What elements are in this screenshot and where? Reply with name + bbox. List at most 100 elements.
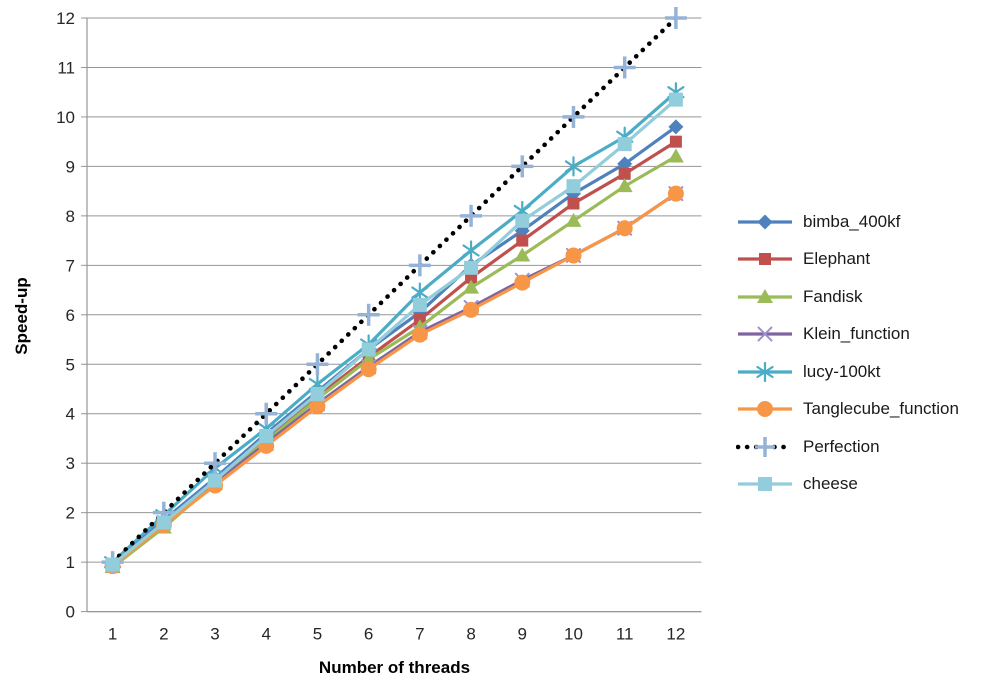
data-point-marker (255, 402, 278, 425)
y-tick-label: 6 (66, 306, 75, 325)
legend-item-Klein_function: Klein_function (736, 316, 959, 354)
legend-marker-bigsquare-icon (738, 477, 792, 492)
data-point-marker (617, 137, 632, 152)
y-tick-label: 5 (66, 355, 75, 374)
y-tick-label: 12 (56, 9, 75, 28)
gridlines (87, 17, 702, 613)
x-tick-label: 8 (466, 625, 475, 644)
legend-label: Perfection (803, 436, 880, 456)
data-point-marker (565, 212, 582, 227)
legend-label: Klein_function (803, 324, 910, 344)
x-tick-label: 2 (159, 625, 168, 644)
legend-marker-plus-icon (736, 436, 794, 457)
series-Tanglecube_function (104, 185, 684, 575)
data-point-marker (408, 254, 431, 277)
legend-item-cheese: cheese (736, 466, 959, 504)
data-point-marker (361, 342, 376, 357)
legend-label: cheese (803, 474, 858, 494)
x-tick-label: 12 (666, 625, 685, 644)
y-tick-label: 11 (57, 58, 75, 77)
data-point-marker (105, 557, 120, 572)
data-point-marker (516, 234, 529, 247)
legend-marker-glyph (757, 214, 773, 230)
x-axis-title: Number of threads (318, 658, 471, 677)
data-point-marker (309, 398, 326, 415)
legend-item-Perfection: Perfection (736, 428, 959, 466)
legend-item-Tanglecube_function: Tanglecube_function (736, 391, 959, 429)
series-cheese (105, 92, 683, 572)
y-tick-label: 1 (66, 553, 75, 572)
legend-marker-triangle-icon (738, 288, 792, 303)
data-point-marker (613, 56, 636, 79)
legend-item-Fandisk: Fandisk (736, 278, 959, 316)
x-tick-label: 1 (108, 625, 117, 644)
legend-item-bimba_400kf: bimba_400kf (736, 203, 959, 241)
legend-marker-glyph (756, 361, 774, 382)
series-line (110, 15, 679, 565)
y-tick-label: 8 (66, 207, 75, 226)
y-tick-label: 9 (66, 157, 75, 176)
data-point-marker (669, 135, 682, 148)
y-axis-title: Speed-up (12, 277, 31, 355)
legend-marker-glyph (755, 436, 775, 457)
series-line (111, 192, 677, 568)
data-point-marker (208, 473, 223, 488)
data-point-marker (310, 386, 325, 401)
legend: bimba_400kf Elephant Fandisk Klein_function… (736, 203, 959, 503)
data-point-marker (617, 156, 633, 172)
data-point-marker (515, 213, 530, 228)
data-point-marker (616, 220, 633, 237)
data-point-marker (412, 297, 427, 312)
data-point-marker (616, 178, 633, 193)
data-point-marker (618, 167, 631, 180)
data-point-marker (259, 428, 274, 443)
x-tick-label: 3 (210, 625, 219, 644)
legend-label: Tanglecube_function (803, 399, 959, 419)
data-point-marker (460, 204, 483, 227)
legend-marker-glyph (757, 288, 773, 303)
legend-label: Elephant (803, 249, 871, 269)
legend-marker-glyph (759, 253, 771, 266)
data-point-marker (564, 156, 583, 177)
data-point-marker (566, 179, 581, 194)
x-tick-label: 9 (518, 625, 527, 644)
data-point-marker (567, 197, 580, 210)
data-point-marker (667, 185, 684, 202)
series-line (111, 155, 677, 569)
y-tick-label: 4 (66, 405, 75, 424)
legend-marker-glyph (758, 477, 772, 492)
legend-marker-asterisk-icon (738, 361, 792, 382)
x-tick-label: 7 (415, 625, 424, 644)
y-tick-label: 7 (66, 256, 75, 275)
data-point-marker (667, 148, 684, 163)
y-tick-label: 0 (66, 603, 75, 622)
legend-label: lucy-100kt (803, 361, 881, 381)
data-point-marker (514, 247, 531, 262)
data-point-marker (306, 353, 329, 376)
legend-item-Elephant: Elephant (736, 241, 959, 279)
y-tick-label: 3 (66, 454, 75, 473)
legend-marker-x-icon (738, 326, 792, 342)
legend-item-lucy-100kt: lucy-100kt (736, 353, 959, 391)
series-line (111, 125, 677, 565)
data-point-marker (411, 326, 428, 343)
data-point-marker (511, 155, 534, 178)
data-point-marker (360, 361, 377, 378)
data-point-marker (664, 7, 687, 29)
data-point-marker (156, 515, 171, 530)
data-point-marker (668, 119, 684, 135)
data-point-marker (463, 301, 480, 318)
x-tick-label: 10 (564, 625, 583, 644)
data-point-marker (562, 105, 585, 128)
data-point-marker (565, 247, 582, 264)
legend-label: Fandisk (803, 286, 863, 306)
legend-marker-diamond-icon (738, 214, 792, 230)
data-point-marker (463, 279, 480, 294)
series-line (111, 98, 677, 566)
data-point-marker (462, 240, 480, 261)
legend-marker-glyph (757, 326, 773, 342)
y-tick-label: 10 (56, 108, 75, 127)
